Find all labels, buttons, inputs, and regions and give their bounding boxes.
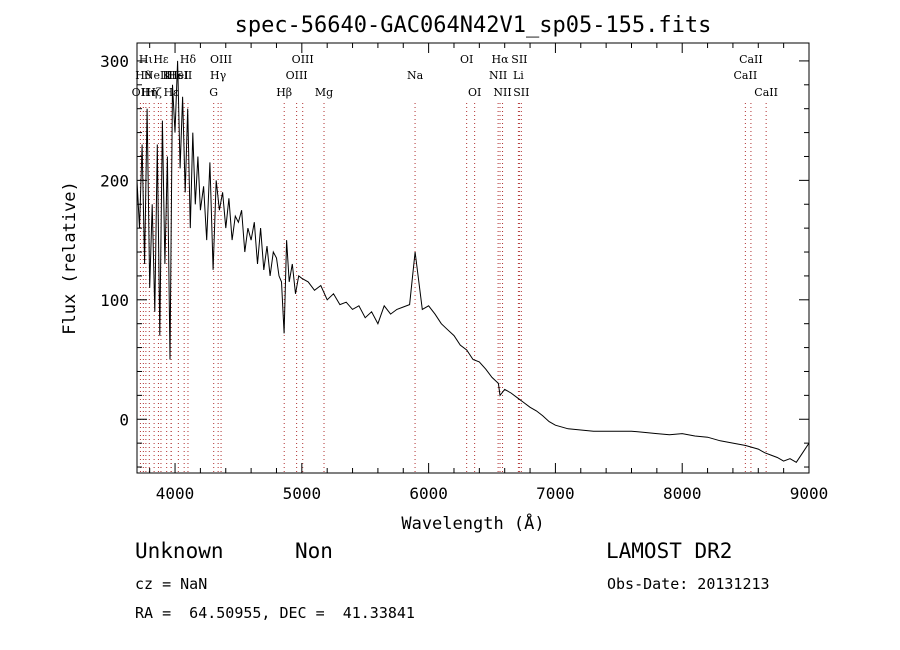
x-tick-label: 5000 bbox=[283, 484, 322, 503]
line-marker-label: OIII bbox=[210, 53, 232, 66]
obs-date-label: Obs-Date: 20131213 bbox=[607, 575, 770, 593]
line-marker-label: Na bbox=[407, 69, 424, 82]
line-marker-label: OI bbox=[468, 86, 481, 99]
redshift-label: cz = NaN bbox=[135, 575, 208, 593]
subclass-label: Non bbox=[295, 539, 333, 563]
line-marker-label: Hγ bbox=[210, 69, 227, 82]
line-marker-label: NII bbox=[493, 86, 511, 99]
y-tick-label: 200 bbox=[100, 171, 129, 190]
line-marker-label: NeIII bbox=[144, 69, 173, 82]
line-marker-label: NII bbox=[489, 69, 507, 82]
line-marker-label: K bbox=[163, 69, 172, 82]
line-marker-label: OIII bbox=[292, 53, 314, 66]
spectrum-series bbox=[136, 60, 810, 463]
axis-ticks: 4000 5000 6000 7000 8000 9000 0 100 200 300 bbox=[100, 43, 828, 503]
line-marker-label: Hθ bbox=[135, 69, 152, 82]
x-tick-label: 7000 bbox=[536, 484, 575, 503]
plot-frame bbox=[136, 42, 810, 474]
line-marker-label: Hζ bbox=[146, 86, 162, 99]
coordinates-label: RA = 64.50955, DEC = 41.33841 bbox=[135, 604, 415, 622]
x-tick-label: 9000 bbox=[790, 484, 829, 503]
classification-label: Unknown bbox=[135, 539, 224, 563]
survey-label: LAMOST DR2 bbox=[606, 539, 733, 563]
y-tick-label: 0 bbox=[119, 410, 129, 429]
y-axis-label: Flux (relative) bbox=[60, 181, 80, 335]
emission-line-markers: OIIHθHιHηHζNeIIIHεKHHεHeISIIHδGHγOIIIHβO… bbox=[132, 53, 778, 473]
y-tick-label: 100 bbox=[100, 291, 129, 310]
line-marker-label: SII bbox=[176, 69, 192, 82]
line-marker-label: SII bbox=[513, 86, 529, 99]
line-marker-label: OIII bbox=[286, 69, 308, 82]
line-marker-label: Hη bbox=[141, 86, 157, 99]
line-marker-label: Hι bbox=[139, 53, 153, 66]
line-marker-label: Hε bbox=[164, 86, 180, 99]
x-tick-label: 6000 bbox=[409, 484, 448, 503]
chart-title: spec-56640-GAC064N42V1_sp05-155.fits bbox=[235, 13, 712, 38]
x-tick-label: 4000 bbox=[156, 484, 195, 503]
line-marker-label: G bbox=[209, 86, 218, 99]
x-tick-label: 8000 bbox=[663, 484, 702, 503]
line-marker-label: OII bbox=[132, 86, 150, 99]
spectrum-line bbox=[136, 60, 810, 463]
line-marker-label: Mg bbox=[315, 86, 333, 99]
line-marker-label: CaII bbox=[734, 69, 758, 82]
line-marker-label: Li bbox=[513, 69, 524, 82]
line-marker-label: CaII bbox=[754, 86, 778, 99]
line-marker-label: Hβ bbox=[276, 86, 292, 99]
x-axis-label: Wavelength (Å) bbox=[401, 512, 544, 534]
line-marker-label: SII bbox=[511, 53, 527, 66]
line-marker-label: Hα bbox=[491, 53, 509, 66]
line-marker-label: Hε bbox=[153, 53, 169, 66]
line-marker-label: CaII bbox=[739, 53, 763, 66]
line-marker-label: Hδ bbox=[180, 53, 197, 66]
y-tick-label: 300 bbox=[100, 52, 129, 71]
line-marker-label: H bbox=[166, 69, 176, 82]
line-marker-label: OI bbox=[460, 53, 473, 66]
